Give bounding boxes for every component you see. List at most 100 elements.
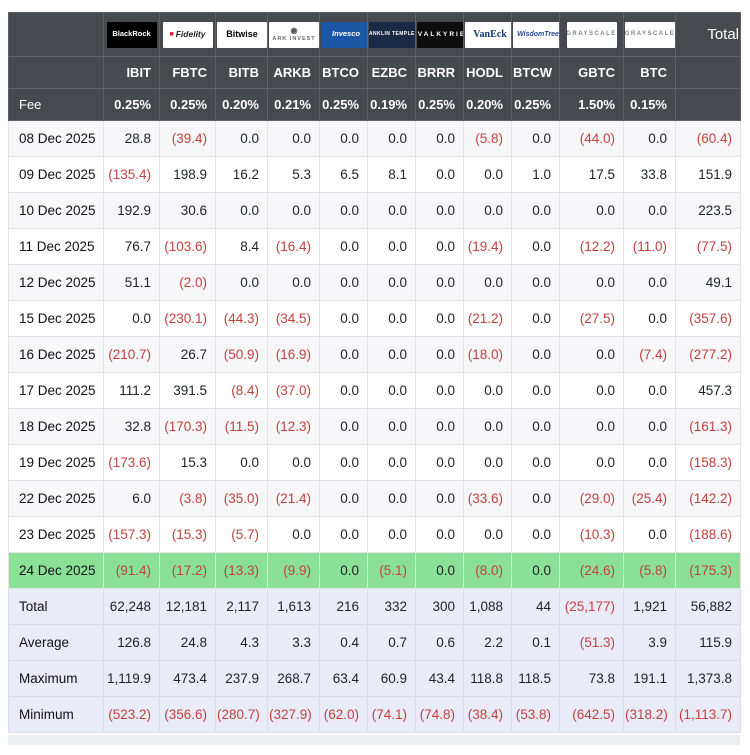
ticker-ibit[interactable]: IBIT xyxy=(103,56,160,89)
flow-btcw: 0.0 xyxy=(511,372,560,409)
flow-ezbc: 0.0 xyxy=(367,192,416,229)
ticker-fbtc[interactable]: FBTC xyxy=(159,56,216,89)
flow-brrr: 0.0 xyxy=(415,264,464,301)
flow-ibit: 192.9 xyxy=(103,192,160,229)
flow-ibit: 111.2 xyxy=(103,372,160,409)
ticker-hodl[interactable]: HODL xyxy=(463,56,512,89)
fee-gbtc: 1.50% xyxy=(559,88,624,121)
flow-gbtc: 0.0 xyxy=(559,372,624,409)
flow-hodl: 0.0 xyxy=(463,156,512,193)
summary-total-fbtc: 12,181 xyxy=(159,588,216,625)
flow-arkb: (34.5) xyxy=(267,300,320,337)
summary-total-gbtc: (25,177) xyxy=(559,588,624,625)
flow-btco: 0.0 xyxy=(319,192,368,229)
flow-brrr: 0.0 xyxy=(415,408,464,445)
flow-brrr: 0.0 xyxy=(415,228,464,265)
date-cell: 23 Dec 2025 xyxy=(8,516,104,553)
flow-row: 17 Dec 2025 111.2 391.5 (8.4) (37.0) 0.0 0.0 0.… xyxy=(8,372,741,409)
invesco-logo-cell: Invesco xyxy=(319,12,368,57)
flow-btcw: 0.0 xyxy=(511,480,560,517)
flow-bitb: (44.3) xyxy=(215,300,268,337)
flow-bitb: (5.7) xyxy=(215,516,268,553)
flow-btco: 0.0 xyxy=(319,552,368,589)
valkyrie-logo-cell: VALKYRIE xyxy=(415,12,464,57)
summary-total-btco: 216 xyxy=(319,588,368,625)
summary-average-bitb: 4.3 xyxy=(215,624,268,661)
fee-btcw: 0.25% xyxy=(511,88,560,121)
flow-hodl: (18.0) xyxy=(463,336,512,373)
blackrock-logo-cell: BlackRock xyxy=(103,12,160,57)
flow-ezbc: 0.0 xyxy=(367,372,416,409)
flow-arkb: (12.3) xyxy=(267,408,320,445)
row-total-cell: (357.6) xyxy=(675,300,741,337)
flow-gbtc: 0.0 xyxy=(559,408,624,445)
fidelity-logo-cell: Fidelity xyxy=(159,12,216,57)
flow-ibit: (135.4) xyxy=(103,156,160,193)
row-total-cell: (158.3) xyxy=(675,444,741,481)
flow-hodl: (33.6) xyxy=(463,480,512,517)
flow-gbtc: (29.0) xyxy=(559,480,624,517)
summary-minimum-arkb: (327.9) xyxy=(267,696,320,733)
flow-ibit: 0.0 xyxy=(103,300,160,337)
summary-minimum-bitb: (280.7) xyxy=(215,696,268,733)
etf-flow-table: BlackRockFidelityBitwiseARK INVESTInvesc… xyxy=(8,12,741,733)
flow-gbtc: (44.0) xyxy=(559,120,624,157)
flow-btco: 0.0 xyxy=(319,120,368,157)
flow-row: 22 Dec 2025 6.0 (3.8) (35.0) (21.4) 0.0 0.0 0.0… xyxy=(8,480,741,517)
fee-row-label: Fee xyxy=(8,88,104,121)
grayscale-logo-cell: GRAYSCALE xyxy=(623,12,676,57)
ticker-brrr[interactable]: BRRR xyxy=(415,56,464,89)
summary-maximum-arkb: 268.7 xyxy=(267,660,320,697)
summary-average-btco: 0.4 xyxy=(319,624,368,661)
valkyrie-logo: VALKYRIE xyxy=(417,21,463,48)
ticker-gbtc[interactable]: GBTC xyxy=(559,56,624,89)
flow-btcw: 0.0 xyxy=(511,120,560,157)
flow-fbtc: (17.2) xyxy=(159,552,216,589)
ticker-arkb[interactable]: ARKB xyxy=(267,56,320,89)
total-column-header: Total xyxy=(675,12,741,57)
flow-ezbc: 0.0 xyxy=(367,336,416,373)
flow-brrr: 0.0 xyxy=(415,192,464,229)
date-cell: 08 Dec 2025 xyxy=(8,120,104,157)
summary-label-maximum: Maximum xyxy=(8,660,104,697)
flow-ibit: 28.8 xyxy=(103,120,160,157)
flow-bitb: 8.4 xyxy=(215,228,268,265)
flow-ibit: 32.8 xyxy=(103,408,160,445)
ticker-btcw[interactable]: BTCW xyxy=(511,56,560,89)
flow-hodl: 0.0 xyxy=(463,516,512,553)
date-cell: 09 Dec 2025 xyxy=(8,156,104,193)
flow-btcw: 0.0 xyxy=(511,444,560,481)
summary-maximum-bitb: 237.9 xyxy=(215,660,268,697)
ticker-btco[interactable]: BTCO xyxy=(319,56,368,89)
summary-maximum-brrr: 43.4 xyxy=(415,660,464,697)
flow-btco: 0.0 xyxy=(319,444,368,481)
ticker-bitb[interactable]: BITB xyxy=(215,56,268,89)
fee-btc: 0.15% xyxy=(623,88,676,121)
summary-label-total: Total xyxy=(8,588,104,625)
flow-arkb: (21.4) xyxy=(267,480,320,517)
summary-maximum-hodl: 118.8 xyxy=(463,660,512,697)
flow-fbtc: 15.3 xyxy=(159,444,216,481)
flow-btc: 0.0 xyxy=(623,372,676,409)
summary-total-ibit: 62,248 xyxy=(103,588,160,625)
flow-hodl: (21.2) xyxy=(463,300,512,337)
row-total-cell: 223.5 xyxy=(675,192,741,229)
flow-bitb: 0.0 xyxy=(215,192,268,229)
flow-btc: 33.8 xyxy=(623,156,676,193)
fee-row: Fee 0.25% 0.25% 0.20% 0.21% 0.25% 0.19% 0.25% 0.… xyxy=(8,88,741,121)
flow-ezbc: (5.1) xyxy=(367,552,416,589)
invesco-logo: Invesco xyxy=(321,21,367,48)
summary-minimum-total: (1,113.7) xyxy=(675,696,741,733)
flow-btcw: 0.0 xyxy=(511,516,560,553)
date-cell: 17 Dec 2025 xyxy=(8,372,104,409)
summary-total-btcw: 44 xyxy=(511,588,560,625)
row-total-cell: 49.1 xyxy=(675,264,741,301)
ticker-ezbc[interactable]: EZBC xyxy=(367,56,416,89)
summary-minimum-hodl: (38.4) xyxy=(463,696,512,733)
ticker-btc[interactable]: BTC xyxy=(623,56,676,89)
flow-ibit: (173.6) xyxy=(103,444,160,481)
vaneck-logo: VanEck xyxy=(465,21,511,48)
row-total-cell: (142.2) xyxy=(675,480,741,517)
fee-hodl: 0.20% xyxy=(463,88,512,121)
flow-hodl: (19.4) xyxy=(463,228,512,265)
